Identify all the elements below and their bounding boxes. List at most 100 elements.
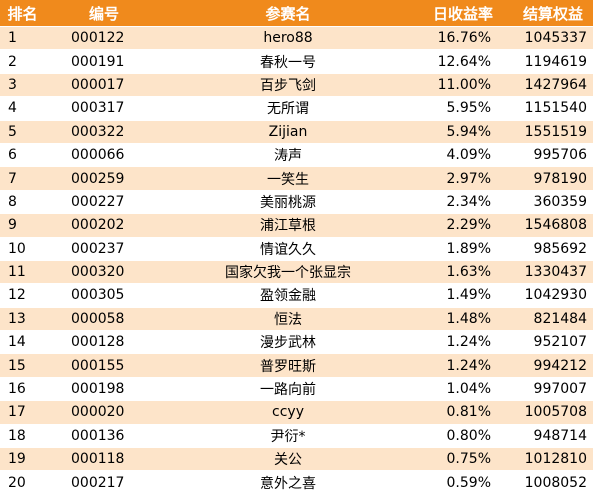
rank-cell: 15 [0,353,45,378]
table-row: 6 000066 涛声 4.09% 995706 [0,143,593,168]
rank-cell: 11 [0,260,45,285]
table-header: 排名 编号 参赛名 日收益率 结算权益 [0,0,593,27]
return-cell: 2.34% [413,190,513,215]
id-cell: 000136 [45,424,163,449]
table-row: 12 000305 盈领金融 1.49% 1042930 [0,283,593,308]
equity-cell: 985692 [513,237,593,261]
id-cell: 000305 [45,283,163,308]
id-cell: 000320 [45,260,163,285]
table-row: 5 000322 Zijian 5.94% 1551519 [0,120,593,144]
table-row: 11 000320 国家欠我一个张显宗 1.63% 1330437 [0,260,593,285]
id-cell: 000202 [45,213,163,238]
rank-cell: 16 [0,377,45,402]
name-cell: 一路向前 [163,377,413,402]
return-cell: 0.80% [413,424,513,449]
id-cell: 000118 [45,447,163,472]
equity-cell: 994212 [513,353,593,378]
id-cell: 000317 [45,96,163,121]
id-cell: 000322 [45,120,163,144]
name-cell: hero88 [163,26,413,51]
table-row: 20 000217 意外之喜 0.59% 1008052 [0,470,593,495]
header-return: 日收益率 [413,0,513,27]
name-cell: ccyy [163,400,413,425]
table-row: 3 000017 百步飞剑 11.00% 1427964 [0,73,593,98]
name-cell: 漫步武林 [163,330,413,355]
equity-cell: 997007 [513,377,593,402]
name-cell: 美丽桃源 [163,190,413,215]
id-cell: 000217 [45,470,163,495]
equity-cell: 1012810 [513,447,593,472]
return-cell: 0.81% [413,400,513,425]
rank-cell: 12 [0,283,45,308]
rank-cell: 14 [0,330,45,355]
equity-cell: 1546808 [513,213,593,238]
return-cell: 1.49% [413,283,513,308]
rank-cell: 4 [0,96,45,121]
name-cell: 春秋一号 [163,49,413,74]
equity-cell: 821484 [513,307,593,332]
equity-cell: 995706 [513,143,593,168]
rank-cell: 10 [0,237,45,261]
equity-cell: 1330437 [513,260,593,285]
return-cell: 2.97% [413,166,513,191]
table-row: 16 000198 一路向前 1.04% 997007 [0,377,593,402]
rank-cell: 1 [0,26,45,51]
header-id: 编号 [45,0,163,27]
table-row: 18 000136 尹衍* 0.80% 948714 [0,424,593,449]
name-cell: Zijian [163,120,413,144]
rank-cell: 5 [0,120,45,144]
id-cell: 000017 [45,73,163,98]
return-cell: 5.95% [413,96,513,121]
table-row: 7 000259 一笑生 2.97% 978190 [0,166,593,191]
rank-cell: 18 [0,424,45,449]
id-cell: 000227 [45,190,163,215]
rank-cell: 6 [0,143,45,168]
return-cell: 4.09% [413,143,513,168]
rank-cell: 20 [0,470,45,495]
rank-cell: 7 [0,166,45,191]
rank-cell: 8 [0,190,45,215]
return-cell: 1.04% [413,377,513,402]
return-cell: 1.24% [413,330,513,355]
header-rank: 排名 [0,0,45,27]
id-cell: 000259 [45,166,163,191]
return-cell: 1.24% [413,353,513,378]
id-cell: 000122 [45,26,163,51]
table-row: 4 000317 无所谓 5.95% 1151540 [0,96,593,121]
return-cell: 12.64% [413,49,513,74]
rank-cell: 13 [0,307,45,332]
equity-cell: 1045337 [513,26,593,51]
table-row: 1 000122 hero88 16.76% 1045337 [0,26,593,51]
return-cell: 0.75% [413,447,513,472]
return-cell: 5.94% [413,120,513,144]
name-cell: 浦江草根 [163,213,413,238]
equity-cell: 952107 [513,330,593,355]
header-row: 排名 编号 参赛名 日收益率 结算权益 [0,0,593,27]
rank-cell: 3 [0,73,45,98]
table-row: 14 000128 漫步武林 1.24% 952107 [0,330,593,355]
id-cell: 000020 [45,400,163,425]
name-cell: 盈领金融 [163,283,413,308]
table-row: 17 000020 ccyy 0.81% 1005708 [0,400,593,425]
equity-cell: 360359 [513,190,593,215]
table-row: 15 000155 普罗旺斯 1.24% 994212 [0,353,593,378]
name-cell: 百步飞剑 [163,73,413,98]
equity-cell: 1194619 [513,49,593,74]
equity-cell: 1151540 [513,96,593,121]
header-name: 参赛名 [163,0,413,27]
name-cell: 国家欠我一个张显宗 [163,260,413,285]
equity-cell: 1551519 [513,120,593,144]
id-cell: 000128 [45,330,163,355]
id-cell: 000066 [45,143,163,168]
equity-cell: 1008052 [513,470,593,495]
name-cell: 无所谓 [163,96,413,121]
rank-cell: 19 [0,447,45,472]
name-cell: 关公 [163,447,413,472]
id-cell: 000198 [45,377,163,402]
table-row: 8 000227 美丽桃源 2.34% 360359 [0,190,593,215]
return-cell: 1.89% [413,237,513,261]
equity-cell: 948714 [513,424,593,449]
name-cell: 意外之喜 [163,470,413,495]
equity-cell: 978190 [513,166,593,191]
